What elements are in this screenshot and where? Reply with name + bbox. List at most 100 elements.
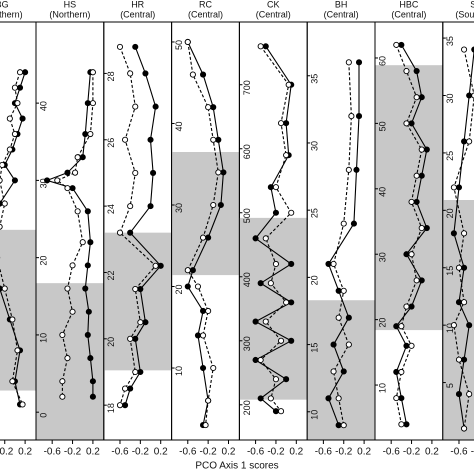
data-point [16,84,24,91]
y-tick-label: 5 [445,383,455,388]
data-point [413,172,420,179]
data-point [398,323,405,330]
data-point [403,342,410,349]
x-tick-label: -0.6 [111,447,129,458]
shaded-zone [442,199,474,440]
x-tick-label: -0.2 [267,447,285,458]
data-point [184,283,191,290]
data-point [210,364,217,372]
data-point [272,184,279,191]
data-point [335,287,342,294]
data-point [262,43,269,50]
data-point [455,184,463,191]
y-tick-label: 25 [445,151,455,161]
x-tick-label: 0.2 [154,447,168,458]
data-point [6,146,13,153]
y-tick-label: 300 [242,336,252,351]
data-point [330,260,337,267]
data-point [6,115,13,122]
data-point [84,208,91,215]
data-point [340,368,347,375]
data-point [418,94,425,101]
data-point [0,223,3,230]
data-point [89,100,96,107]
data-point [262,318,269,325]
data-point [283,152,290,159]
data-point [132,169,139,176]
data-point [82,130,89,138]
y-tick-label: 18 [106,403,116,413]
y-tick-label: 700 [242,80,252,95]
data-point [0,161,6,168]
y-tick-label: 35 [310,74,320,84]
data-point [403,120,410,127]
data-point [455,391,463,398]
y-tick-label: 50 [174,40,184,50]
data-point [64,355,71,362]
data-point [403,303,410,310]
data-point [252,318,259,325]
y-tick-label: 60 [377,56,387,66]
panel: RC(Central) 10 20 30 40 50 -0.6 -0.2 0.2 [171,0,240,458]
data-point [283,120,290,127]
data-point [461,230,468,237]
data-point [418,172,425,179]
x-tick-label: -0.6 [383,447,401,458]
panel-region: (Southern) [455,9,474,19]
data-point [184,38,191,46]
data-point [408,303,415,310]
x-tick-label: -0.6 [247,447,265,458]
x-axis-label: PCO Axis 1 scores [195,461,278,472]
data-point [325,260,332,267]
data-point [267,395,274,402]
data-point [59,393,66,400]
y-tick-label: 30 [377,252,387,262]
data-point [461,46,468,53]
series-line [259,45,292,412]
y-tick-label: 24 [106,204,116,214]
data-point [150,169,157,176]
data-point [335,314,342,321]
data-point [0,177,3,184]
data-point [348,113,355,120]
y-tick-label: 20 [310,275,320,285]
panel: HBC(Central) 10 20 30 40 50 60 -0.6 -0.2 0.2 [374,0,444,458]
y-tick-label: 10 [445,323,455,333]
data-point [288,209,295,216]
data-point [122,402,129,409]
data-point [455,299,463,306]
series-line [395,44,423,425]
x-tick-label: -0.6 [179,447,197,458]
data-point [330,341,337,348]
data-point [450,184,457,191]
y-tick-label: 40 [38,101,48,111]
data-point [335,422,342,429]
data-point [1,285,8,292]
data-point [59,378,66,385]
data-point [288,337,295,344]
data-point [147,136,154,143]
y-tick-label: 30 [174,203,184,213]
data-point [1,200,8,207]
panel-title: BH [335,0,348,9]
data-point [471,46,474,53]
data-point [340,220,347,227]
panel-title: BG [0,0,9,9]
data-point [116,43,124,50]
data-point [74,208,81,215]
data-point [471,92,474,99]
data-point [189,71,196,78]
y-tick-label: 10 [38,333,48,343]
x-tick-label: -0.2 [335,447,353,458]
data-point [413,94,420,101]
x-tick-label: -0.2 [471,447,474,458]
series-line [187,41,219,426]
data-point [257,280,264,287]
data-point [262,235,269,242]
data-point [283,376,290,383]
shaded-zone [36,283,104,440]
data-point [200,307,207,315]
y-tick-label: 20 [106,337,116,347]
series-line [124,46,162,406]
